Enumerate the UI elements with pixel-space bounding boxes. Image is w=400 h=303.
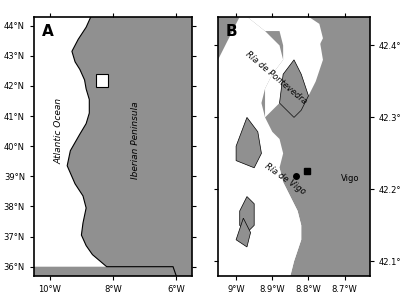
Polygon shape (34, 17, 107, 267)
Bar (96, 74, 108, 88)
Text: A: A (42, 25, 54, 39)
Polygon shape (34, 17, 192, 276)
Polygon shape (236, 118, 262, 168)
Text: Iberian Peninsula: Iberian Peninsula (131, 102, 140, 179)
Polygon shape (218, 139, 301, 276)
Polygon shape (218, 17, 240, 60)
Text: B: B (226, 25, 237, 39)
Text: Vigo: Vigo (341, 174, 360, 183)
Polygon shape (283, 17, 323, 53)
Text: Ría de Pontevedra: Ría de Pontevedra (243, 50, 308, 106)
Polygon shape (247, 17, 323, 118)
Polygon shape (236, 218, 250, 247)
Text: Ría de Vigo: Ría de Vigo (263, 161, 308, 196)
Polygon shape (280, 60, 308, 118)
Polygon shape (218, 17, 301, 276)
Polygon shape (240, 197, 254, 232)
Text: Atlantic Ocean: Atlantic Ocean (55, 98, 64, 164)
